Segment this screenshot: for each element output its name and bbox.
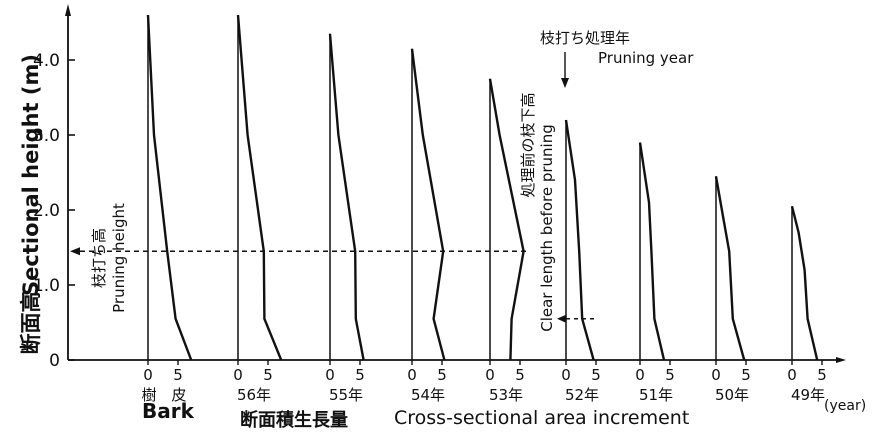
profile-panels: 0 5 樹 皮 0 5 56年 0 5 55年 0 5 54年 0 5 53年 0 5 52年 0 5 51年 0 5 50年… [141, 14, 827, 404]
clear-length-label-ja: 処理前の枝下高 [519, 92, 537, 197]
pruning-height-arrowhead [70, 247, 80, 256]
panel-tick-label: 5 [437, 366, 447, 384]
y-axis-arrowhead [65, 4, 71, 16]
profile-panel: 0 5 51年 [635, 142, 675, 404]
panel-tick-label: 0 [407, 366, 417, 384]
pruning-height-label-en: Pruning height [110, 203, 128, 313]
panel-year-label: 52年 [565, 386, 599, 404]
y-tick-label: 1.0 [33, 276, 60, 296]
panel-year-label: 51年 [639, 386, 673, 404]
profile-line [638, 142, 666, 361]
profile-panel: 0 5 52年 [561, 119, 601, 404]
pruning-height-label-ja: 枝打ち高 [90, 228, 108, 288]
y-axis-title-ja: 断面高 [19, 292, 43, 355]
panel-tick-label: 5 [263, 366, 273, 384]
panel-tick-label: 0 [143, 366, 153, 384]
profile-line [488, 78, 525, 361]
pruning-year-arrowhead [561, 78, 569, 88]
panel-year-label: 56年 [237, 386, 271, 404]
clear-length-arrowhead [557, 314, 566, 323]
clear-length-label-en: Clear length before pruning [538, 124, 556, 332]
panel-year-label: 49年 [791, 386, 825, 404]
y-tick-label: 0 [49, 351, 60, 371]
profile-panel: 0 5 50年 [711, 176, 751, 404]
panel-tick-label: 0 [485, 366, 495, 384]
y-tick-label: 2.0 [33, 201, 60, 221]
profile-panel: 0 5 49年 [787, 206, 827, 404]
panel-year-label: 54年 [411, 386, 445, 404]
year-unit-label: (year) [824, 398, 866, 414]
x-axis-arrowhead [836, 357, 846, 363]
pruning-year-label-en: Pruning year [598, 49, 694, 67]
panel-tick-label: 5 [665, 366, 675, 384]
y-tick-label: 4.0 [33, 51, 60, 71]
panel-tick-label: 5 [591, 366, 601, 384]
profile-panel: 0 5 56年 [233, 14, 283, 404]
panel-tick-label: 5 [515, 366, 525, 384]
profile-line [410, 48, 446, 361]
y-axis-title-en: Sectional height (m) [19, 54, 43, 296]
x-axis-title-ja: 断面積生長量 [240, 409, 348, 431]
profile-line [236, 14, 283, 361]
panel-tick-label: 0 [233, 366, 243, 384]
profile-line [564, 119, 595, 361]
profile-panel: 0 5 53年 [485, 78, 525, 404]
panel-tick-label: 0 [635, 366, 645, 384]
panel-tick-label: 0 [711, 366, 721, 384]
panel-year-label: 50年 [715, 386, 749, 404]
panel-year-label: 55年 [329, 386, 363, 404]
profile-panel: 0 5 55年 [325, 33, 365, 404]
panel-tick-label: 5 [355, 366, 365, 384]
panel-tick-label: 5 [817, 366, 827, 384]
pruning-year-label-ja: 枝打ち処理年 [540, 29, 630, 47]
profile-panel: 0 5 54年 [407, 48, 447, 404]
y-tick-group: 0 1.0 2.0 3.0 4.0 [33, 51, 75, 371]
profile-line [714, 176, 746, 361]
panel-year-label: 樹 皮 [141, 386, 186, 404]
profile-line [328, 33, 365, 361]
panel-tick-label: 5 [741, 366, 751, 384]
bark-label-en: Bark [142, 399, 195, 423]
y-tick-label: 3.0 [33, 126, 60, 146]
profile-panel: 0 5 樹 皮 [141, 14, 193, 404]
x-axis-title-en: Cross-sectional area increment [394, 407, 689, 429]
panel-tick-label: 5 [173, 366, 183, 384]
profile-line [790, 206, 819, 361]
panel-tick-label: 0 [561, 366, 571, 384]
panel-tick-label: 0 [325, 366, 335, 384]
profile-line [146, 14, 193, 361]
panel-tick-label: 0 [787, 366, 797, 384]
panel-year-label: 53年 [489, 386, 523, 404]
